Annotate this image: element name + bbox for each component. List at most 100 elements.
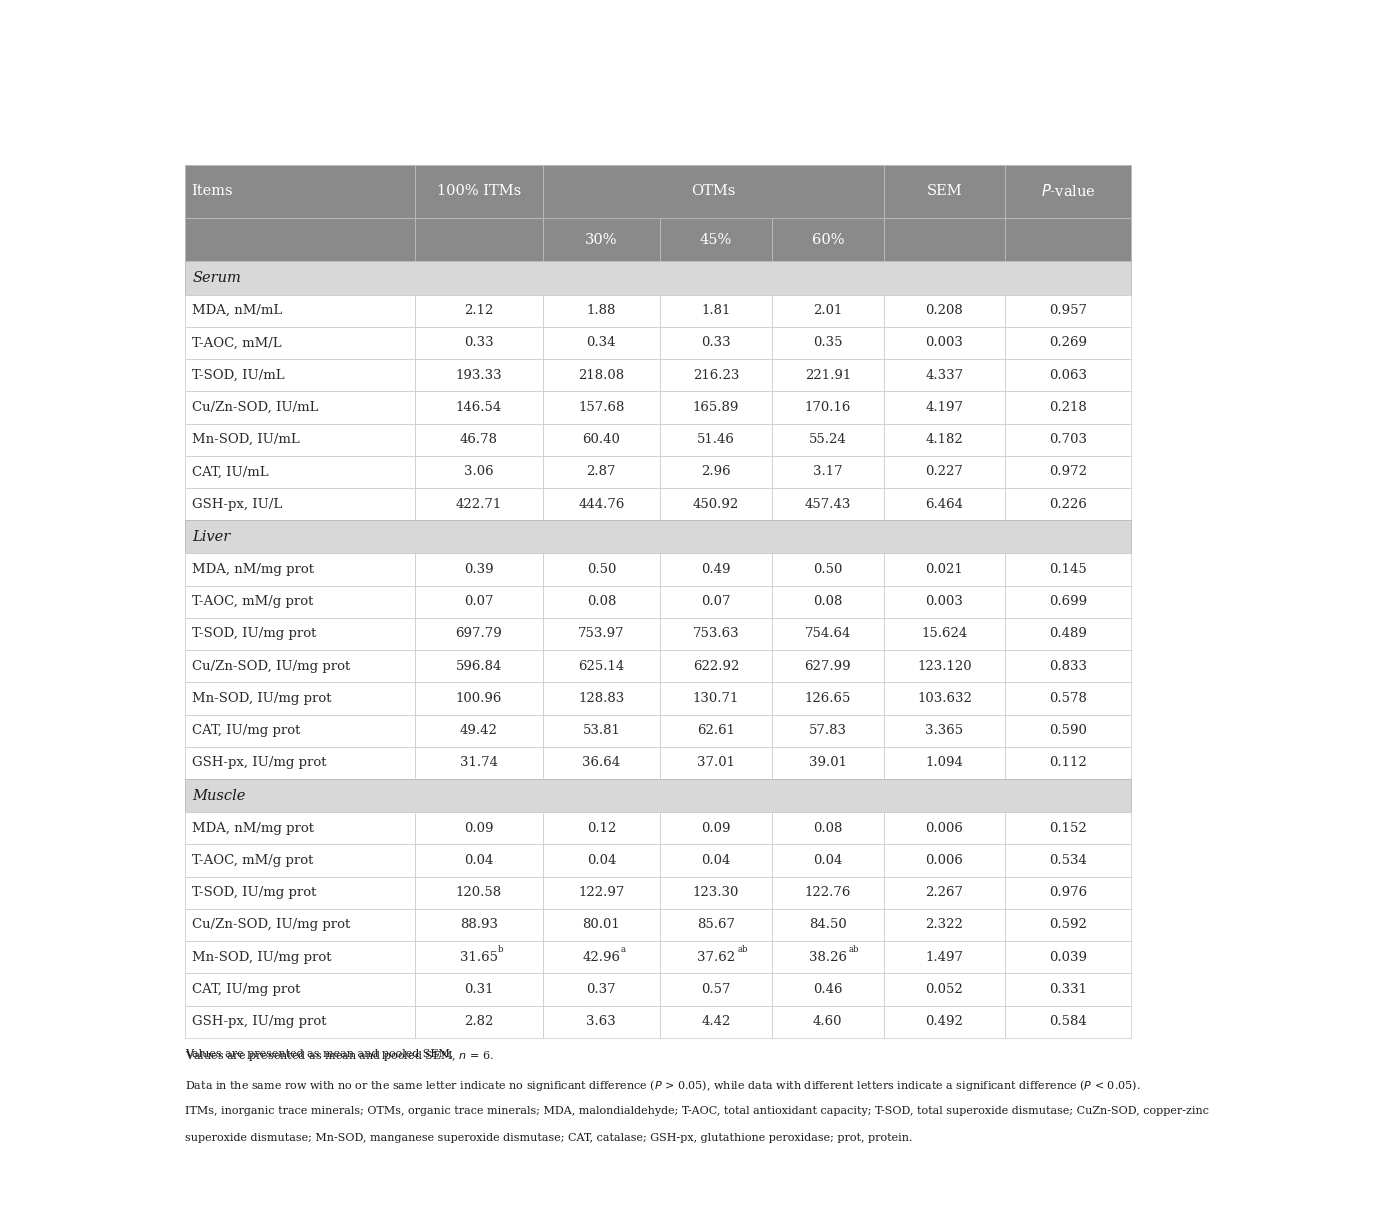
Text: 0.003: 0.003 [925, 336, 964, 350]
Bar [415, 391, 543, 423]
Bar [415, 682, 543, 714]
Text: Values are presented as mean and pooled SEM,: Values are presented as mean and pooled … [184, 1049, 456, 1059]
Bar [184, 747, 415, 779]
Bar [660, 218, 771, 261]
Bar [184, 779, 1130, 812]
Bar [415, 618, 543, 650]
Bar [1005, 455, 1130, 487]
Text: 57.83: 57.83 [808, 724, 847, 737]
Text: 123.30: 123.30 [693, 886, 740, 900]
Text: T-AOC, mM/g prot: T-AOC, mM/g prot [193, 596, 314, 608]
Bar [660, 554, 771, 586]
Text: 0.08: 0.08 [813, 822, 843, 835]
Text: 31.65: 31.65 [459, 950, 498, 964]
Bar [543, 1006, 660, 1038]
Bar [660, 940, 771, 974]
Bar [1005, 844, 1130, 876]
Bar [543, 218, 660, 261]
Text: 0.833: 0.833 [1049, 660, 1088, 672]
Bar [884, 714, 1005, 747]
Text: 0.152: 0.152 [1049, 822, 1088, 835]
Bar [543, 974, 660, 1006]
Bar [884, 908, 1005, 940]
Bar [184, 714, 415, 747]
Text: 3.06: 3.06 [463, 465, 494, 479]
Bar [415, 487, 543, 521]
Text: 444.76: 444.76 [578, 497, 624, 511]
Text: 422.71: 422.71 [455, 497, 502, 511]
Bar [884, 1006, 1005, 1038]
Bar [884, 327, 1005, 359]
Text: GSH-px, IU/mg prot: GSH-px, IU/mg prot [193, 1016, 327, 1028]
Text: 0.218: 0.218 [1049, 401, 1088, 414]
Text: 221.91: 221.91 [804, 369, 851, 382]
Bar [884, 487, 1005, 521]
Bar [1005, 327, 1130, 359]
Text: 2.12: 2.12 [465, 304, 494, 318]
Text: $\it{P}$-value: $\it{P}$-value [1041, 183, 1096, 199]
Bar [771, 165, 884, 218]
Text: b: b [498, 945, 503, 954]
Bar [771, 974, 884, 1006]
Bar [543, 747, 660, 779]
Bar [660, 327, 771, 359]
Text: CAT, IU/mL: CAT, IU/mL [193, 465, 268, 479]
Text: CAT, IU/mg prot: CAT, IU/mg prot [193, 982, 301, 996]
Text: 0.703: 0.703 [1049, 433, 1088, 446]
Text: 0.04: 0.04 [465, 854, 494, 867]
Text: 2.267: 2.267 [925, 886, 964, 900]
Text: 2.87: 2.87 [587, 465, 616, 479]
Bar [184, 812, 415, 844]
Text: MDA, nM/mg prot: MDA, nM/mg prot [193, 563, 314, 576]
Text: 753.97: 753.97 [578, 628, 624, 640]
Bar [543, 165, 884, 218]
Bar [771, 327, 884, 359]
Text: 1.81: 1.81 [701, 304, 730, 318]
Text: SEM: SEM [927, 185, 962, 198]
Text: 0.039: 0.039 [1049, 950, 1088, 964]
Bar [660, 455, 771, 487]
Bar [660, 586, 771, 618]
Text: 170.16: 170.16 [804, 401, 851, 414]
Bar [543, 165, 660, 218]
Bar [884, 359, 1005, 391]
Text: GSH-px, IU/L: GSH-px, IU/L [193, 497, 282, 511]
Text: 3.365: 3.365 [925, 724, 964, 737]
Text: 4.42: 4.42 [701, 1016, 730, 1028]
Text: 0.50: 0.50 [587, 563, 616, 576]
Bar [1005, 391, 1130, 423]
Text: Muscle: Muscle [193, 789, 246, 803]
Bar [771, 455, 884, 487]
Text: 157.68: 157.68 [578, 401, 624, 414]
Bar [543, 714, 660, 747]
Bar [543, 487, 660, 521]
Bar [415, 844, 543, 876]
Text: 0.003: 0.003 [925, 596, 964, 608]
Bar [884, 554, 1005, 586]
Text: T-SOD, IU/mg prot: T-SOD, IU/mg prot [193, 886, 316, 900]
Text: 4.337: 4.337 [925, 369, 964, 382]
Bar [884, 423, 1005, 455]
Bar [543, 682, 660, 714]
Bar [771, 876, 884, 908]
Text: 100% ITMs: 100% ITMs [437, 185, 521, 198]
Text: 45%: 45% [700, 233, 732, 246]
Bar [660, 391, 771, 423]
Text: 3.63: 3.63 [587, 1016, 616, 1028]
Text: 0.227: 0.227 [925, 465, 964, 479]
Text: 0.34: 0.34 [587, 336, 616, 350]
Bar [184, 682, 415, 714]
Text: 0.492: 0.492 [925, 1016, 964, 1028]
Bar [884, 618, 1005, 650]
Text: 49.42: 49.42 [459, 724, 498, 737]
Text: 84.50: 84.50 [808, 918, 847, 932]
Bar [771, 218, 884, 261]
Bar [771, 940, 884, 974]
Bar [771, 391, 884, 423]
Text: 625.14: 625.14 [579, 660, 624, 672]
Text: 0.063: 0.063 [1049, 369, 1088, 382]
Text: Cu/Zn-SOD, IU/mL: Cu/Zn-SOD, IU/mL [193, 401, 319, 414]
Bar [660, 359, 771, 391]
Text: 596.84: 596.84 [455, 660, 502, 672]
Text: 123.120: 123.120 [917, 660, 972, 672]
